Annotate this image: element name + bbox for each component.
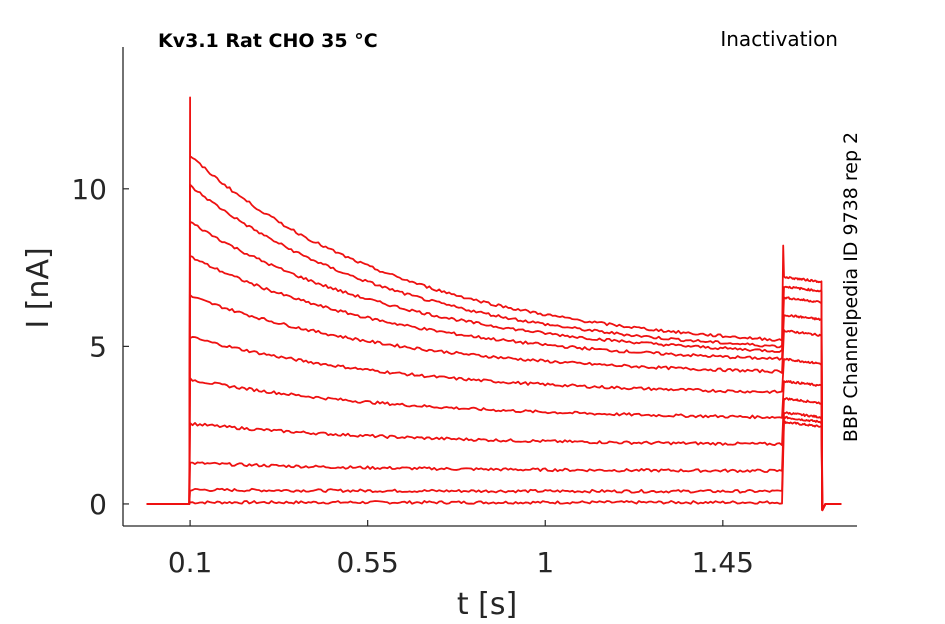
current-trace [146,183,842,512]
current-traces [146,96,842,512]
y-tick-label: 10 [71,173,107,206]
current-trace [146,255,842,512]
axes [122,47,857,527]
x-tick-label: 0.55 [336,546,398,579]
current-trace [146,336,842,512]
protocol-title: Inactivation [720,27,838,51]
current-trace [146,96,842,512]
y-axis-label: I [nA] [21,247,56,328]
current-trace [146,415,842,512]
chart-title: Kv3.1 Rat CHO 35 °C [158,30,378,52]
current-trace [146,377,842,512]
current-trace [146,397,842,512]
x-tick-label: 0.1 [168,546,213,579]
x-tick-label: 1.45 [692,546,754,579]
y-tick-label: 5 [89,330,107,363]
x-axis-label: t [s] [457,587,517,622]
current-trace [146,220,842,512]
x-tick-label: 1 [536,546,554,579]
ticks: 0.1 0.55 1 1.45 0 5 10 [71,173,754,579]
current-trace [146,420,842,512]
source-note: BBP Channelpedia ID 9738 rep 2 [840,132,862,442]
current-trace [146,411,842,512]
y-tick-label: 0 [89,488,107,521]
current-trace [146,294,842,512]
